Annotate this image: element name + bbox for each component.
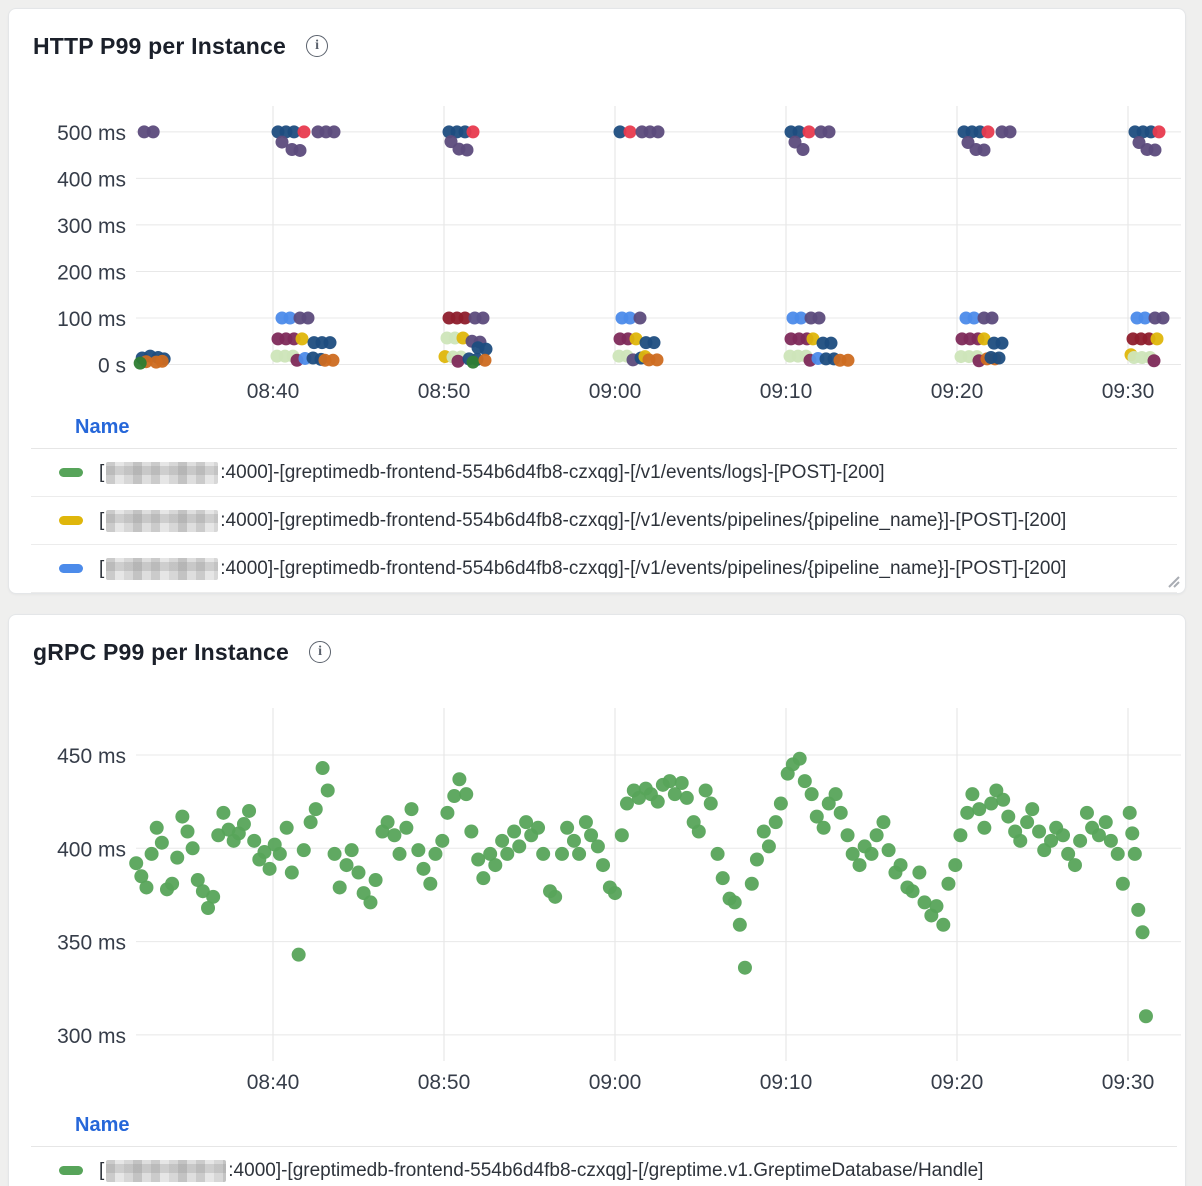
svg-text:09:20: 09:20	[931, 380, 984, 403]
axis-labels: 0 s 100 ms 200 ms 300 ms 400 ms 500 ms 08:40 08…	[57, 122, 1154, 403]
svg-text:09:10: 09:10	[760, 380, 813, 403]
svg-text:300 ms: 300 ms	[57, 1025, 126, 1048]
svg-text:0 s: 0 s	[98, 355, 126, 378]
grpc-scatter-chart[interactable]: 300 ms 350 ms 400 ms 450 ms 08:40 08:50 09:00 0…	[9, 693, 1185, 1105]
svg-text:08:40: 08:40	[247, 1071, 300, 1094]
svg-text:350 ms: 350 ms	[57, 932, 126, 955]
legend-rows: [:4000]-[greptimedb-frontend-554b6d4fb8-…	[31, 449, 1177, 593]
svg-text:09:00: 09:00	[589, 380, 642, 403]
legend-row[interactable]: [:4000]-[greptimedb-frontend-554b6d4fb8-…	[31, 1147, 1177, 1186]
legend-row[interactable]: [:4000]-[greptimedb-frontend-554b6d4fb8-…	[31, 449, 1177, 497]
svg-text:08:40: 08:40	[247, 380, 300, 403]
panel-title: gRPC P99 per Instance	[33, 638, 290, 665]
svg-text:09:30: 09:30	[1102, 380, 1155, 403]
svg-text:500 ms: 500 ms	[57, 122, 126, 145]
redacted-host	[106, 509, 219, 532]
panel-http-p99: HTTP P99 per Instance i 0 s 100 ms 200 ms 3…	[8, 8, 1186, 594]
info-icon[interactable]: i	[306, 35, 329, 57]
scatter-points	[129, 751, 1153, 1024]
info-icon[interactable]: i	[309, 641, 332, 663]
series-swatch	[59, 516, 83, 525]
panel-resize-handle[interactable]	[1164, 572, 1180, 588]
legend-row[interactable]: [:4000]-[greptimedb-frontend-554b6d4fb8-…	[31, 545, 1177, 593]
svg-text:08:50: 08:50	[418, 1071, 471, 1094]
series-swatch	[59, 564, 83, 573]
series-swatch	[59, 1166, 83, 1175]
svg-text:200 ms: 200 ms	[57, 261, 126, 284]
svg-text:08:50: 08:50	[418, 380, 471, 403]
scatter-points	[133, 125, 1170, 370]
redacted-host	[106, 557, 219, 580]
svg-text:09:30: 09:30	[1102, 1071, 1155, 1094]
legend-header: Name	[31, 1105, 1177, 1147]
panel-header: gRPC P99 per Instance i	[9, 615, 1185, 673]
svg-text:400 ms: 400 ms	[57, 838, 126, 861]
series-name: [:4000]-[greptimedb-frontend-554b6d4fb8-…	[99, 1159, 984, 1182]
svg-text:09:00: 09:00	[589, 1071, 642, 1094]
redacted-host	[106, 1159, 227, 1182]
svg-text:400 ms: 400 ms	[57, 168, 126, 191]
grpc-legend: Name [:4000]-[greptimedb-frontend-554b6d…	[31, 1105, 1177, 1186]
panel-header: HTTP P99 per Instance i	[9, 9, 1185, 67]
svg-text:100 ms: 100 ms	[57, 308, 126, 331]
grid	[136, 708, 1181, 1061]
http-scatter-chart[interactable]: 0 s 100 ms 200 ms 300 ms 400 ms 500 ms 08:40 08…	[9, 95, 1185, 407]
http-legend: Name [:4000]-[greptimedb-frontend-554b6d…	[31, 407, 1177, 593]
legend-rows: [:4000]-[greptimedb-frontend-554b6d4fb8-…	[31, 1147, 1177, 1186]
svg-text:450 ms: 450 ms	[57, 745, 126, 768]
svg-text:09:10: 09:10	[760, 1071, 813, 1094]
legend-row[interactable]: [:4000]-[greptimedb-frontend-554b6d4fb8-…	[31, 497, 1177, 545]
panel-grpc-p99: gRPC P99 per Instance i 300 ms 350 ms 400 …	[8, 614, 1186, 1186]
series-name: [:4000]-[greptimedb-frontend-554b6d4fb8-…	[99, 461, 885, 484]
axis-labels: 300 ms 350 ms 400 ms 450 ms 08:40 08:50 09:00 0…	[57, 745, 1154, 1094]
panel-title: HTTP P99 per Instance	[33, 32, 287, 59]
redacted-host	[106, 461, 219, 484]
series-name: [:4000]-[greptimedb-frontend-554b6d4fb8-…	[99, 557, 1067, 580]
legend-header: Name	[31, 407, 1177, 449]
svg-text:300 ms: 300 ms	[57, 215, 126, 238]
series-name: [:4000]-[greptimedb-frontend-554b6d4fb8-…	[99, 509, 1067, 532]
svg-text:09:20: 09:20	[931, 1071, 984, 1094]
series-swatch	[59, 468, 83, 477]
